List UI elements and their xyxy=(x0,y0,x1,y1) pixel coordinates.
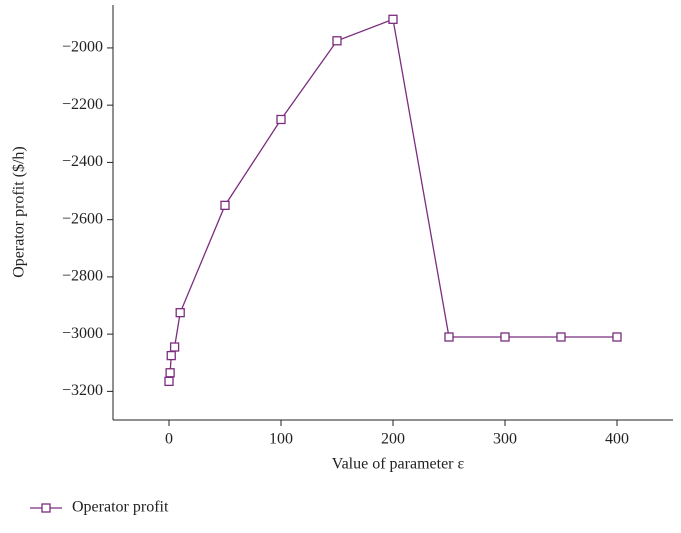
x-tick-label: 300 xyxy=(493,431,517,448)
y-tick-label: −2600 xyxy=(62,210,103,227)
x-axis-label: Value of parameter ε xyxy=(332,456,465,473)
point xyxy=(175,308,185,318)
line xyxy=(168,18,617,382)
y-tick-label: −3200 xyxy=(62,382,103,399)
point xyxy=(332,36,342,46)
y-tick-label: −3000 xyxy=(62,325,103,342)
legend-marker xyxy=(41,503,51,513)
point xyxy=(444,332,454,342)
y-axis-label: Operator profit ($/h) xyxy=(11,146,28,278)
y-tick-label: −2200 xyxy=(62,96,103,113)
y-tick-label: −2000 xyxy=(62,39,103,56)
point xyxy=(165,368,175,378)
x-tick-label: 400 xyxy=(605,431,629,448)
x-tick-label: 0 xyxy=(165,431,173,448)
x-tick-label: 200 xyxy=(381,431,405,448)
point xyxy=(500,332,510,342)
legend-label: Operator profit xyxy=(72,499,169,516)
x-tick-label: 100 xyxy=(269,431,293,448)
point xyxy=(612,332,622,342)
y-tick-label: −2400 xyxy=(62,153,103,170)
y-tick-label: −2800 xyxy=(62,268,103,285)
point xyxy=(169,342,180,352)
point xyxy=(388,14,398,24)
point xyxy=(166,350,176,361)
point xyxy=(220,200,230,210)
point xyxy=(164,376,174,387)
point xyxy=(276,114,286,125)
point xyxy=(556,332,566,342)
